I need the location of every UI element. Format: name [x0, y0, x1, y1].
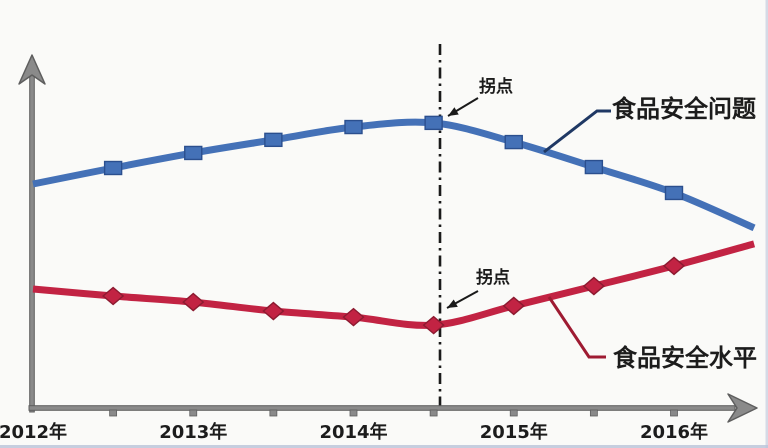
x-axis-tick [509, 409, 518, 417]
series-line-0 [32, 118, 756, 232]
y-axis-arrowhead [18, 54, 46, 85]
inflection-arrowhead-1 [447, 299, 458, 308]
bottom-border-strip [0, 445, 768, 448]
right-border-strip [765, 0, 768, 448]
y-axis-line [29, 71, 35, 413]
series-label-0: 食品安全问题 [612, 95, 756, 123]
x-axis-tick [349, 409, 358, 417]
x-tick-label-2012: 2012年 [0, 421, 67, 443]
series-0-square-marker [504, 134, 523, 150]
x-tick-label-2014: 2014年 [319, 421, 387, 443]
x-tick-label-2016: 2016年 [640, 421, 708, 443]
inflection-arrowhead-0 [448, 107, 459, 116]
series-0-square-marker [184, 145, 203, 161]
x-axis-tick [109, 409, 118, 417]
series-1-diamond-marker [662, 256, 686, 276]
series-0-square-marker [664, 185, 684, 201]
x-axis-line [28, 405, 736, 411]
series-line-1 [32, 240, 756, 329]
series-1-diamond-marker [342, 307, 365, 327]
series-0-square-marker [424, 115, 443, 131]
x-axis-tick [670, 409, 678, 417]
series-1-diamond-marker [422, 315, 445, 335]
series-0-square-marker [344, 119, 363, 135]
series-label-leader-1 [547, 296, 606, 359]
x-axis-tick [589, 409, 598, 417]
inflection-label-0: 拐点 [479, 76, 513, 97]
x-axis-tick [189, 409, 198, 417]
x-axis-tick [269, 409, 278, 417]
series-1-diamond-marker [502, 296, 525, 316]
x-tick-label-2015: 2015年 [480, 421, 548, 443]
series-1-diamond-marker [262, 301, 285, 321]
x-axis-tick [429, 409, 438, 417]
series-0-square-marker [584, 159, 604, 175]
series-0-square-marker [103, 160, 123, 176]
series-1-diamond-marker [182, 292, 205, 312]
x-axis-arrowhead [727, 393, 758, 423]
inflection-label-1: 拐点 [476, 267, 510, 288]
x-tick-label-2013: 2013年 [159, 421, 227, 443]
series-1-diamond-marker [582, 276, 605, 296]
series-0-square-marker [264, 132, 283, 148]
series-1-diamond-marker [102, 286, 125, 306]
series-label-leader-0 [543, 109, 611, 154]
series-label-1: 食品安全水平 [613, 344, 757, 372]
